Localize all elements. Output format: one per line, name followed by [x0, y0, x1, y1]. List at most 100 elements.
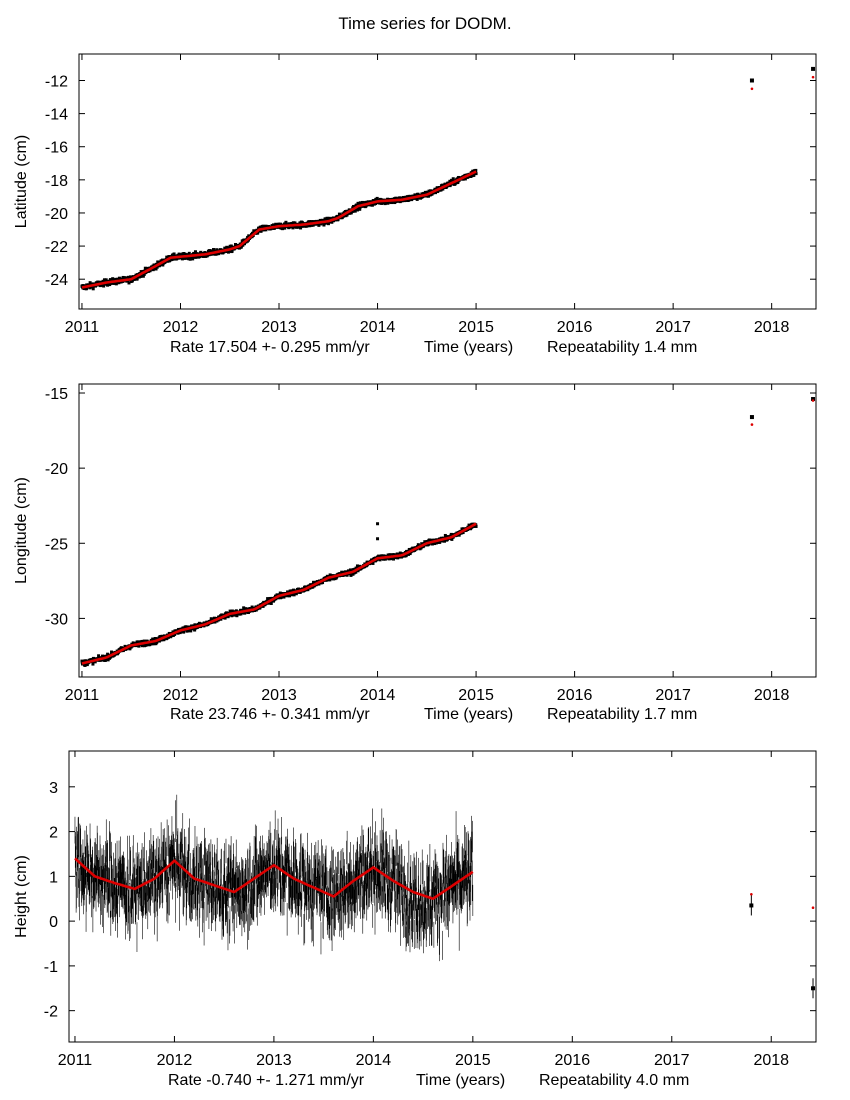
- observed-point: [394, 196, 398, 200]
- observed-point: [451, 177, 455, 181]
- x-tick-label: 2014: [360, 687, 396, 704]
- model-point: [811, 399, 815, 402]
- outlier-point: [376, 522, 380, 526]
- observed-point: [137, 644, 141, 648]
- observed-point: [358, 207, 362, 211]
- observed-point: [104, 278, 108, 282]
- observed-point: [317, 223, 321, 227]
- observed-point: [319, 222, 323, 226]
- y-tick-label: -25: [45, 536, 68, 553]
- observed-point: [355, 208, 359, 212]
- observed-point: [306, 588, 310, 592]
- x-tick-label: 2015: [458, 687, 494, 704]
- y-tick-label: -24: [45, 272, 68, 289]
- x-axis-label: Time (years): [424, 706, 513, 723]
- x-tick-label: 2017: [655, 687, 691, 704]
- observed-point: [161, 263, 165, 267]
- observed-point: [449, 532, 453, 536]
- observed-point: [84, 286, 88, 290]
- plot-frame: [68, 750, 817, 1043]
- observed-point: [183, 252, 187, 256]
- observed-point: [811, 66, 816, 71]
- observed-point: [111, 277, 115, 281]
- observed-point: [130, 279, 134, 283]
- observed-point: [450, 537, 454, 541]
- x-tick-label: 2014: [360, 319, 396, 336]
- observed-point: [371, 561, 375, 565]
- x-tick-label: 2017: [654, 1052, 690, 1069]
- model-curve: [81, 522, 477, 665]
- observed-point: [106, 658, 110, 662]
- observed-point: [208, 249, 212, 253]
- observed-point: [97, 654, 101, 658]
- observed-point: [292, 593, 296, 597]
- x-tick-label: 2016: [557, 319, 593, 336]
- x-tick-label: 2011: [65, 687, 100, 704]
- y-tick-label: 2: [49, 825, 58, 842]
- observed-point: [811, 986, 816, 991]
- panel-height: 2011 2012 2013 2014 2015 2016 2017 2018 -2 -1 0 1 2 3…: [13, 750, 817, 1089]
- y-tick-label: -14: [45, 107, 68, 124]
- y-tick-label: -12: [45, 73, 68, 90]
- x-tick-label: 2018: [753, 1052, 789, 1069]
- observed-point: [447, 181, 451, 185]
- model-point: [750, 423, 754, 426]
- model-point: [811, 75, 815, 79]
- observed-point: [141, 274, 145, 278]
- observed-point: [173, 632, 177, 636]
- model-curve: [81, 170, 477, 289]
- observed-point: [258, 606, 262, 610]
- observed-point: [148, 269, 152, 273]
- observed-point: [135, 277, 139, 281]
- y-axis-label: Latitude (cm): [13, 135, 30, 228]
- observed-point: [242, 606, 246, 610]
- model-point: [811, 906, 815, 909]
- observed-point: [448, 179, 452, 183]
- observed-point: [106, 652, 110, 656]
- observed-point: [749, 415, 754, 420]
- observed-point: [187, 251, 191, 255]
- observed-point: [171, 630, 175, 634]
- x-tick-label: 2018: [754, 687, 790, 704]
- observed-point: [375, 196, 379, 200]
- observed-point: [103, 658, 107, 662]
- y-axis-label: Longitude (cm): [13, 477, 30, 584]
- observed-point: [212, 248, 216, 252]
- y-tick-label: -20: [45, 206, 68, 223]
- observed-point: [283, 226, 287, 230]
- x-tick-label: 2013: [261, 687, 297, 704]
- observed-point: [463, 177, 467, 181]
- observed-point: [151, 268, 155, 272]
- observed-point: [193, 250, 197, 254]
- observed-point: [102, 278, 106, 282]
- observed-point: [259, 229, 263, 233]
- y-tick-label: -30: [45, 611, 68, 628]
- observed-point: [127, 281, 131, 285]
- y-axis-label: Height (cm): [13, 855, 30, 938]
- repeatability-label: Repeatability 1.7 mm: [547, 706, 697, 723]
- observed-point: [139, 274, 143, 278]
- observed-point: [461, 531, 465, 535]
- observed-point: [423, 190, 427, 194]
- observed-point: [188, 257, 192, 261]
- repeatability-label: Repeatability 4.0 mm: [539, 1072, 689, 1089]
- observed-point: [243, 242, 247, 246]
- plot-frame: [78, 53, 817, 310]
- observed-point: [349, 573, 353, 577]
- observed-point: [91, 285, 95, 289]
- model-curve: [74, 857, 474, 900]
- x-tick-label: 2015: [455, 1052, 491, 1069]
- observed-point: [404, 554, 408, 558]
- x-axis-label: Time (years): [424, 339, 513, 356]
- x-tick-label: 2013: [256, 1052, 292, 1069]
- y-tick-label: 3: [49, 780, 58, 797]
- observed-point: [406, 552, 410, 556]
- observed-point: [408, 552, 412, 556]
- observed-point: [129, 275, 133, 279]
- observed-point: [102, 284, 106, 288]
- observed-point: [193, 628, 197, 632]
- observed-point: [85, 663, 89, 667]
- observed-point: [322, 222, 326, 226]
- observed-point: [348, 568, 352, 572]
